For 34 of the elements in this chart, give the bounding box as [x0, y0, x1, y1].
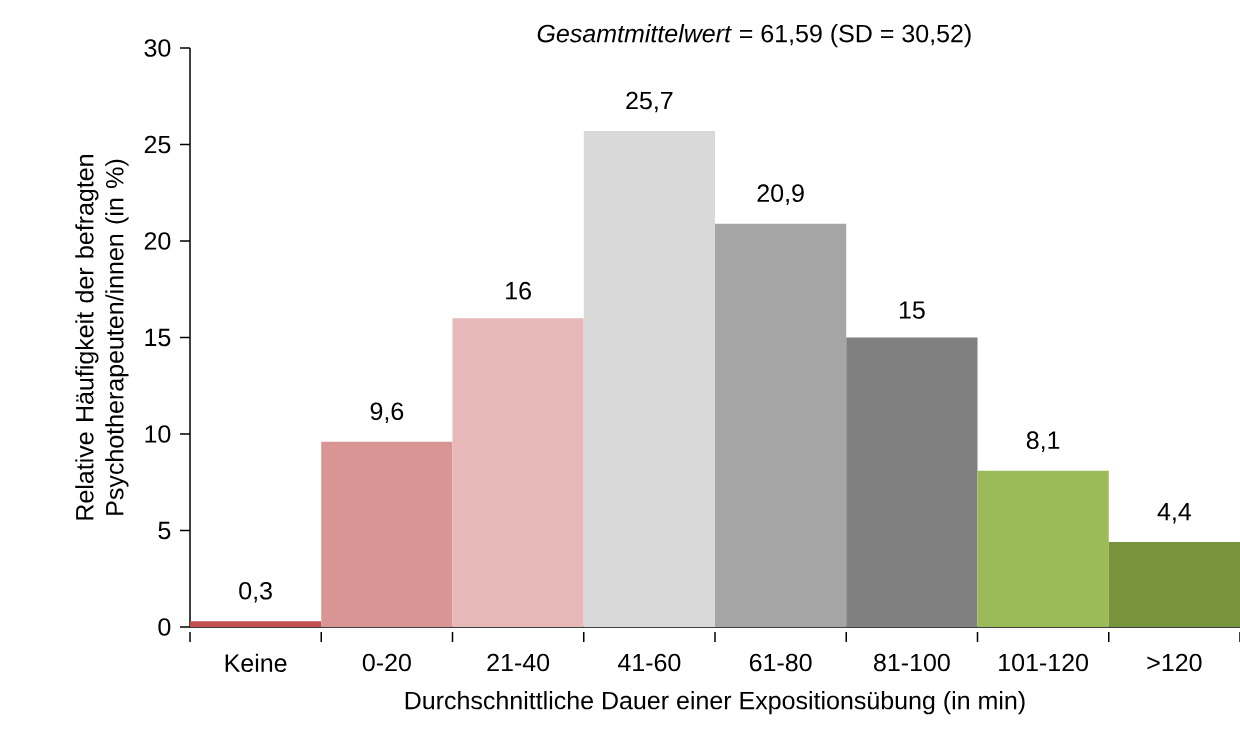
x-tick-label: 81-100 [874, 653, 950, 672]
data-label: 0,3 [239, 581, 272, 603]
bar [190, 621, 322, 627]
x-tick-label: 61-80 [749, 653, 812, 672]
bar [715, 223, 847, 627]
chart-title: Gesamtmittelwert = 61,59 (SD = 30,52) [537, 24, 971, 48]
data-label: 9,6 [370, 402, 404, 424]
data-label: 4,4 [1157, 503, 1192, 524]
y-tick-label: 15 [145, 328, 171, 347]
x-tick-label: 101-120 [999, 653, 1088, 672]
data-label: 8,1 [1026, 431, 1060, 452]
x-tick-label: 41-60 [617, 653, 681, 672]
y-tick-label: 0 [158, 618, 171, 636]
data-label: 16 [506, 281, 531, 300]
y-tick-label: 25 [144, 135, 171, 154]
data-label: 25,7 [626, 91, 673, 113]
x-tick-label: 21-40 [487, 653, 550, 672]
x-tick-label: >120 [1147, 653, 1202, 672]
y-axis-title: Relative Häufigkeit der befragten Psychotherapeuten/innen (in %) [75, 155, 129, 520]
x-axis-title: Durchschnittliche Dauer einer Expositionsübung (in min) [405, 691, 1025, 715]
bar [452, 318, 584, 627]
data-label: 20,9 [757, 184, 804, 205]
bar [846, 337, 978, 627]
y-tick-label: 20 [144, 232, 171, 250]
data-label: 15 [899, 301, 925, 319]
bar [321, 441, 453, 627]
bar [1108, 542, 1240, 627]
x-tick-label: Keine [225, 653, 287, 673]
bar [583, 130, 715, 627]
y-tick-label: 30 [144, 39, 171, 57]
bar [977, 470, 1109, 627]
x-tick-label: 0-20 [362, 653, 411, 672]
y-tick-label: 10 [145, 425, 171, 443]
y-tick-label: 5 [158, 521, 171, 540]
